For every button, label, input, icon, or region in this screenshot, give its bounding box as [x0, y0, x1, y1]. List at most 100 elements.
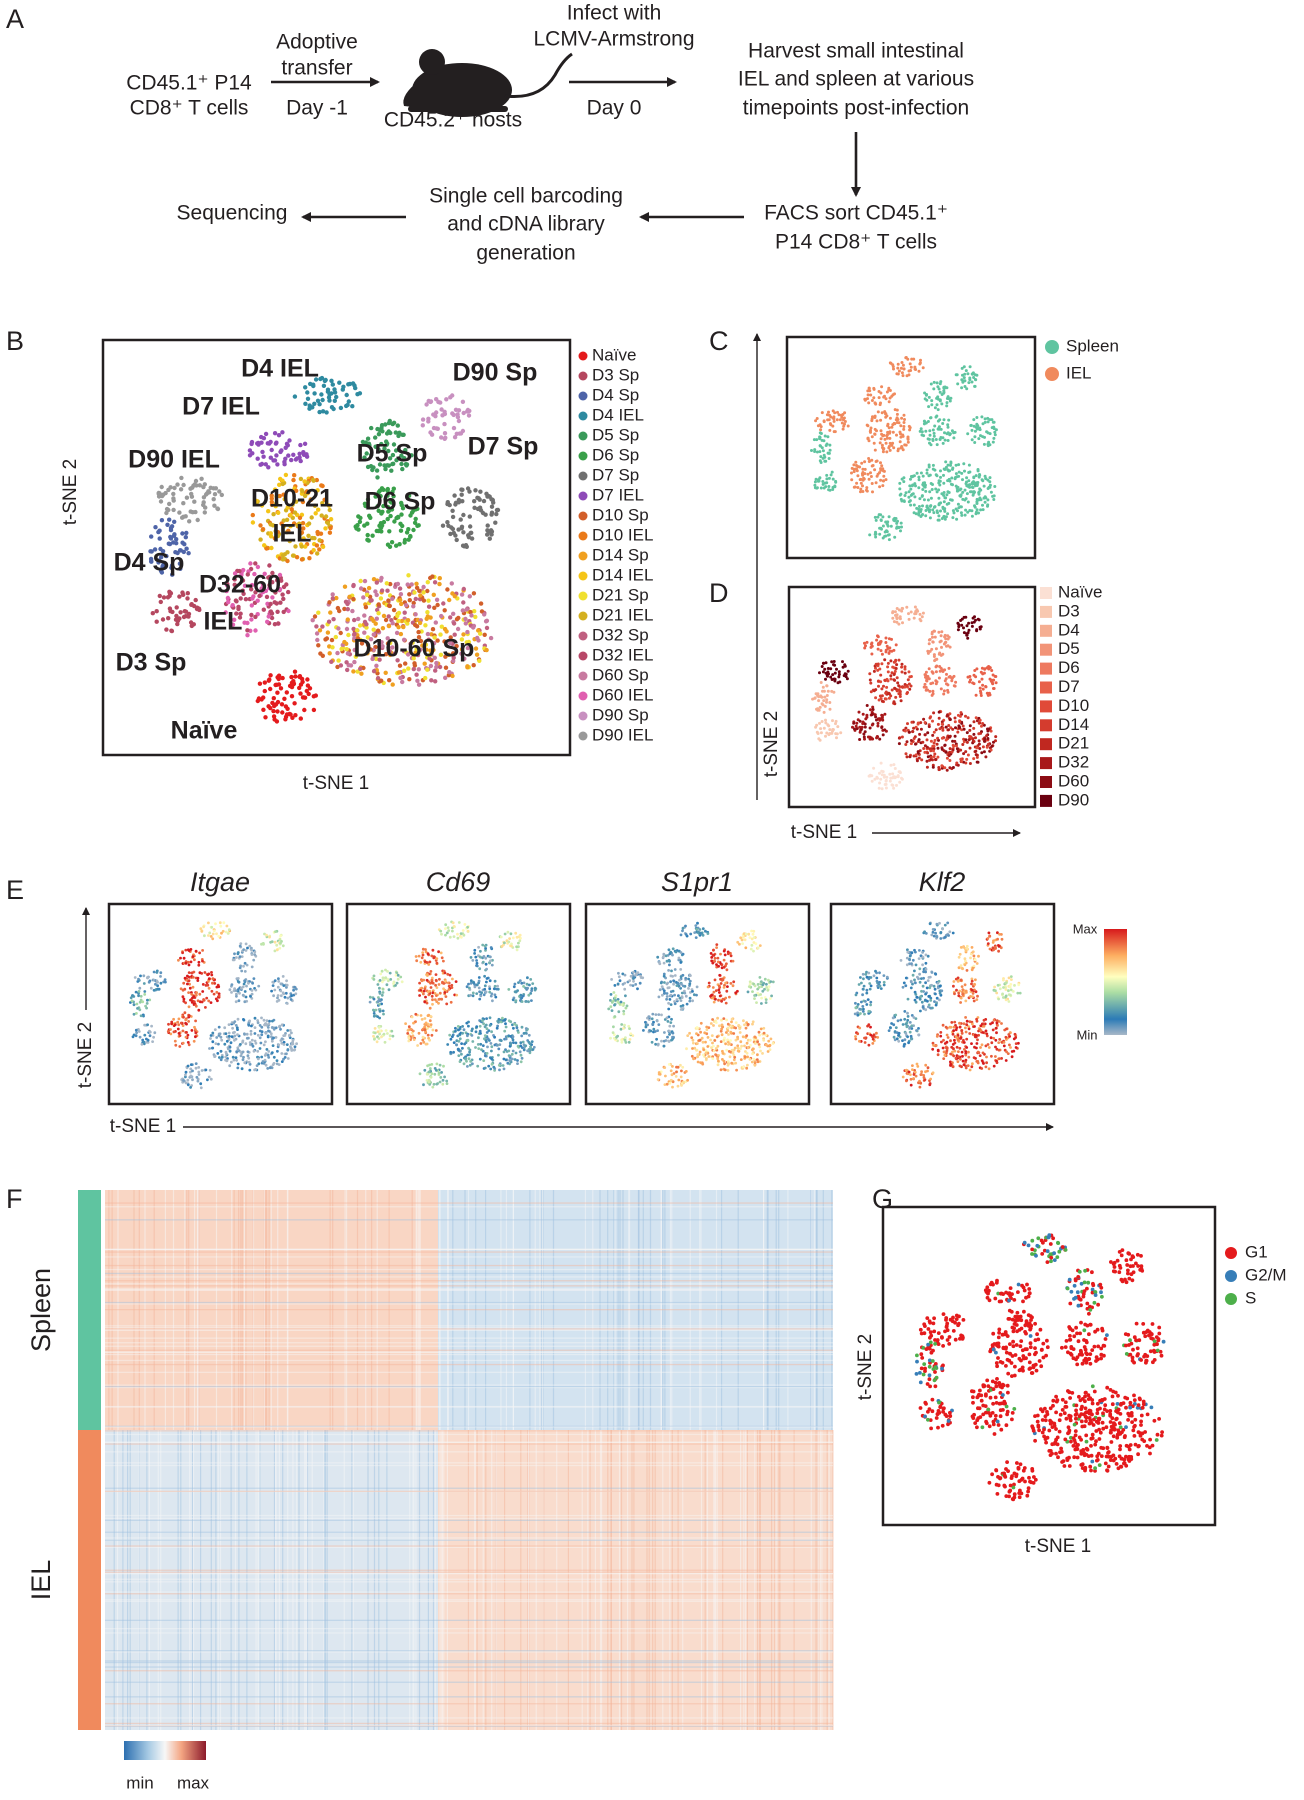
- cell-point: [434, 1068, 438, 1072]
- cell-point: [155, 979, 159, 983]
- cell-point: [272, 431, 278, 436]
- cell-point: [243, 961, 247, 965]
- cell-point: [385, 493, 390, 498]
- cell-point: [166, 1030, 170, 1033]
- cell-point: [910, 720, 914, 724]
- cell-point: [435, 1062, 439, 1066]
- cell-point: [842, 416, 846, 420]
- cell-point: [888, 416, 892, 420]
- cell-point: [429, 1023, 433, 1026]
- cell-point: [831, 673, 835, 677]
- cell-point: [958, 720, 962, 724]
- cell-point: [978, 747, 982, 750]
- cell-point: [884, 697, 888, 701]
- cell-point: [401, 624, 406, 630]
- cell-point: [267, 1050, 271, 1053]
- cell-point: [262, 543, 267, 548]
- cell-point: [976, 617, 980, 621]
- cell-point: [981, 687, 985, 691]
- cell-point: [261, 436, 267, 441]
- cell-point: [336, 658, 341, 663]
- cell-point: [419, 1014, 423, 1017]
- cell-point: [876, 515, 880, 519]
- cell-point: [385, 641, 391, 646]
- cell-point: [402, 456, 407, 461]
- cell-point: [301, 526, 306, 531]
- cluster-label: IEL: [273, 520, 312, 548]
- cell-point: [822, 453, 826, 457]
- cell-point: [460, 428, 466, 434]
- cell-point: [380, 429, 385, 434]
- cell-point: [437, 998, 441, 1001]
- legend-swatch: [578, 611, 588, 621]
- cell-point: [319, 375, 325, 381]
- cell-point: [965, 492, 969, 496]
- cell-point: [956, 621, 960, 625]
- cell-point: [289, 457, 294, 463]
- cell-point: [194, 1031, 198, 1035]
- cell-point: [832, 660, 836, 663]
- cell-point: [897, 742, 901, 746]
- cell-point: [145, 1002, 149, 1005]
- cell-point: [421, 584, 426, 590]
- cell-point: [485, 523, 490, 528]
- cell-point: [520, 996, 524, 1000]
- cell-point: [879, 437, 883, 441]
- cell-point: [945, 672, 948, 676]
- cell-point: [890, 783, 894, 787]
- cell-point: [214, 1042, 218, 1045]
- cell-point: [943, 743, 947, 747]
- cell-point: [898, 736, 902, 740]
- cell-point: [963, 488, 967, 492]
- cell-point: [232, 582, 237, 587]
- cell-point: [215, 990, 219, 994]
- cell-point: [279, 941, 282, 945]
- cell-point: [478, 1024, 482, 1028]
- cell-point: [303, 401, 308, 406]
- cell-point: [852, 485, 856, 489]
- cell-point: [821, 685, 825, 689]
- cell-point: [253, 1016, 257, 1020]
- cell-point: [269, 615, 275, 621]
- cell-point: [433, 620, 438, 625]
- cell-point: [413, 516, 418, 522]
- cell-point: [826, 689, 830, 693]
- cell-point: [898, 481, 902, 485]
- cell-point: [410, 1015, 414, 1019]
- cell-point: [374, 616, 379, 621]
- cell-point: [857, 710, 861, 714]
- cell-point: [897, 369, 901, 373]
- cell-point: [467, 594, 472, 599]
- cell-point: [456, 527, 461, 532]
- cell-point: [394, 458, 399, 463]
- cell-point: [266, 509, 271, 514]
- cell-point: [447, 984, 451, 988]
- cell-point: [946, 688, 950, 692]
- cell-point: [461, 1046, 464, 1050]
- plot-frame: [101, 338, 572, 757]
- cell-point: [911, 730, 915, 733]
- cell-point: [972, 720, 976, 724]
- cell-point: [974, 716, 978, 720]
- cell-point: [883, 658, 887, 662]
- cell-point: [929, 749, 933, 753]
- cell-point: [331, 617, 336, 622]
- cell-point: [628, 1027, 631, 1030]
- cell-point: [462, 933, 466, 937]
- cell-point: [187, 960, 190, 964]
- cell-point: [969, 423, 973, 427]
- cell-point: [351, 582, 356, 588]
- cell-point: [334, 394, 339, 400]
- cell-point: [316, 610, 321, 615]
- cell-point: [668, 1081, 672, 1085]
- cell-point: [199, 476, 204, 481]
- cell-point: [234, 1000, 238, 1004]
- cell-point: [834, 479, 838, 483]
- cell-point: [377, 1037, 381, 1040]
- cell-point: [831, 728, 835, 731]
- cell-point: [987, 691, 991, 695]
- cell-point: [298, 691, 303, 696]
- cell-point: [923, 420, 927, 424]
- flow-text: CD45.2⁺ hosts: [384, 109, 522, 132]
- cell-point: [212, 492, 218, 497]
